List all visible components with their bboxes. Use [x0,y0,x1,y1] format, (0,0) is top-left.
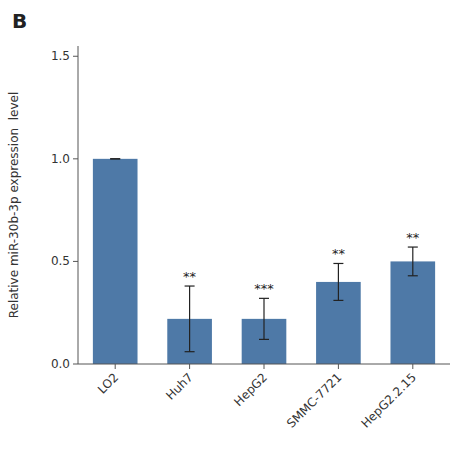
annotation: ** [406,230,420,245]
title: B [12,9,27,33]
error-bar-stem [412,247,413,276]
error-bar-stem [263,298,264,339]
error-bar [185,286,195,352]
error-bar-cap [259,339,269,340]
bar [93,159,138,364]
y-tick-label: 0.5 [51,254,70,268]
y-axis: 0.0 0.5 1.0 1.5 [51,46,78,371]
error-bar-cap [185,285,195,286]
annotation: *** [254,281,274,296]
y-axis-line [78,46,79,364]
x-tick [189,364,190,369]
error-bar-cap [333,263,343,264]
error-bar [408,247,418,276]
x-tick [338,364,339,369]
x-tick-label: LO2 [95,370,121,396]
y-tick [73,364,78,365]
x-tick-label: HepG2.2.15 [358,370,418,430]
error-bar-cap [333,300,343,301]
y-tick-label: 1.0 [51,152,70,166]
chart-container: B 0.0 0.5 1.0 1.5 Relative miR-30b-3p express… [0,0,474,474]
annotation: ** [183,269,197,284]
x-tick [115,364,116,369]
error-bar-stem [189,286,190,352]
annotation: ** [332,246,346,261]
error-bar-stem [338,263,339,300]
x-axis: LO2 Huh7 HepG2 SMMC-7721HepG2.2.15 [78,364,450,431]
error-bar-cap [408,246,418,247]
error-bar-cap [259,298,269,299]
chart-svg: B 0.0 0.5 1.0 1.5 Relative miR-30b-3p express… [0,0,474,474]
x-tick-label: Huh7 [163,370,195,402]
x-tick [264,364,265,369]
x-tick [412,364,413,369]
plot-area [93,159,435,364]
error-bar [259,298,269,339]
error-bar-cap [185,351,195,352]
error-bar-cap [110,158,120,159]
y-axis-label: Relative miR-30b-3p expression level [7,92,21,319]
x-tick-label: HepG2 [231,370,270,409]
y-tick [73,261,78,262]
y-tick-label: 0.0 [51,357,70,371]
y-tick [73,56,78,57]
error-bar-cap [408,275,418,276]
bar [390,261,435,364]
y-tick-label: 1.5 [51,49,70,63]
error-bar [110,158,120,159]
x-tick-label: SMMC-7721 [284,370,345,431]
error-bar-cap [110,158,120,159]
error-bar [333,263,343,300]
y-tick [73,158,78,159]
